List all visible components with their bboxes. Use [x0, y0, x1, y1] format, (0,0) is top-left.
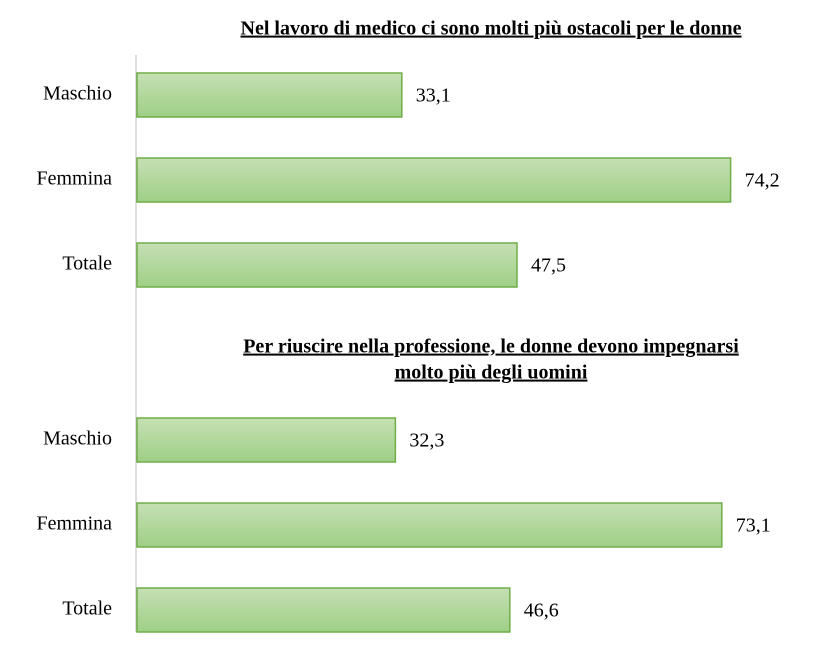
bar: [136, 157, 732, 203]
value-label: 46,6: [524, 600, 559, 622]
bar: [136, 417, 397, 463]
bar: [136, 242, 518, 288]
value-label: 32,3: [409, 430, 444, 452]
value-label: 33,1: [416, 85, 451, 107]
bar: [136, 587, 511, 633]
category-label: Femmina: [36, 513, 112, 535]
chart-title: Per riuscire nella professione, le donne…: [243, 336, 739, 358]
bar: [136, 72, 403, 118]
bar: [136, 502, 723, 548]
category-label: Totale: [62, 598, 112, 620]
value-label: 73,1: [736, 515, 771, 537]
chart-title: molto più degli uomini: [395, 362, 588, 384]
category-label: Maschio: [43, 428, 112, 450]
category-label: Maschio: [43, 83, 112, 105]
chart-title: Nel lavoro di medico ci sono molti più o…: [241, 18, 742, 40]
value-label: 47,5: [531, 255, 566, 277]
value-label: 74,2: [745, 170, 780, 192]
category-label: Totale: [62, 253, 112, 275]
category-label: Femmina: [36, 168, 112, 190]
